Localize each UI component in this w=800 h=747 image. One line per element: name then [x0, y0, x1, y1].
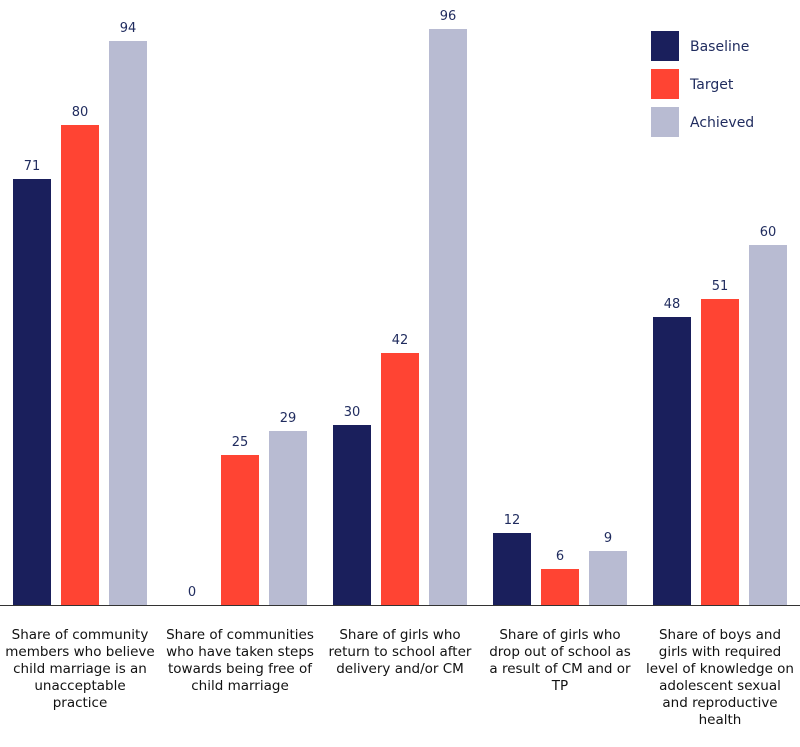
value-label-baseline-3: 30 [344, 405, 361, 420]
category-label-3: Share of girls who return to school afte… [328, 627, 472, 677]
value-label-achieved-4: 9 [604, 531, 612, 546]
value-label-target-5: 51 [712, 279, 729, 294]
bar-target-3 [381, 353, 419, 605]
legend-label-achieved: Achieved [690, 115, 754, 131]
bar-baseline-4 [493, 533, 531, 605]
bar-achieved-5 [749, 245, 787, 605]
value-label-target-3: 42 [392, 333, 409, 348]
legend-label-target: Target [689, 77, 734, 93]
legend-swatch-baseline [651, 31, 679, 61]
value-label-target-2: 25 [232, 435, 249, 450]
category-label-5: Share of boys and girls with required le… [646, 627, 794, 728]
category-label-2: Share of communities who have taken step… [166, 627, 314, 694]
bar-baseline-3 [333, 425, 371, 605]
value-label-achieved-1: 94 [120, 21, 137, 36]
value-label-target-1: 80 [72, 105, 89, 120]
bar-target-4 [541, 569, 579, 605]
value-label-baseline-2: 0 [188, 585, 196, 600]
bar-baseline-5 [653, 317, 691, 605]
bars-group [13, 29, 787, 605]
value-label-baseline-5: 48 [664, 297, 681, 312]
value-label-achieved-3: 96 [440, 9, 457, 24]
value-label-achieved-2: 29 [280, 411, 297, 426]
value-label-baseline-1: 71 [24, 159, 41, 174]
category-label-4: Share of girls who drop out of school as… [489, 627, 631, 694]
bar-achieved-1 [109, 41, 147, 605]
bar-target-5 [701, 299, 739, 605]
value-label-baseline-4: 12 [504, 513, 521, 528]
category-label-1: Share of community members who believe c… [5, 627, 155, 711]
legend: Baseline Target Achieved [651, 31, 754, 137]
bar-achieved-4 [589, 551, 627, 605]
legend-label-baseline: Baseline [690, 39, 749, 55]
value-label-achieved-5: 60 [760, 225, 777, 240]
value-label-target-4: 6 [556, 549, 564, 564]
legend-swatch-achieved [651, 107, 679, 137]
bar-target-2 [221, 455, 259, 605]
legend-swatch-target [651, 69, 679, 99]
bar-achieved-3 [429, 29, 467, 605]
bar-achieved-2 [269, 431, 307, 605]
bar-target-1 [61, 125, 99, 605]
bar-baseline-1 [13, 179, 51, 605]
value-labels-group: 71 0 30 12 48 80 25 42 6 51 94 29 96 9 60 [24, 9, 777, 600]
